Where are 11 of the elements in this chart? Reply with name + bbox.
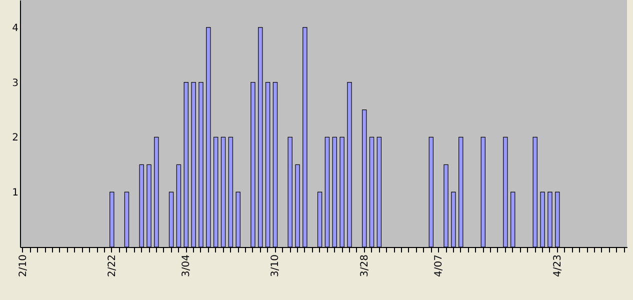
y-tick-label: 2 xyxy=(12,132,18,144)
x-tick-label: 4/23 xyxy=(552,254,564,277)
y-tick-label: 3 xyxy=(12,78,18,89)
y-tick-label: 1 xyxy=(12,188,18,199)
x-tick-label: 3/10 xyxy=(270,254,282,277)
x-tick-label: 4/07 xyxy=(434,254,445,277)
x-tick-label: 2/10 xyxy=(18,254,29,277)
y-tick-label: 4 xyxy=(12,22,18,34)
x-tick-label: 3/28 xyxy=(359,254,370,277)
x-tick-label: 3/04 xyxy=(181,254,192,277)
x-tick-label: 2/22 xyxy=(106,254,118,277)
